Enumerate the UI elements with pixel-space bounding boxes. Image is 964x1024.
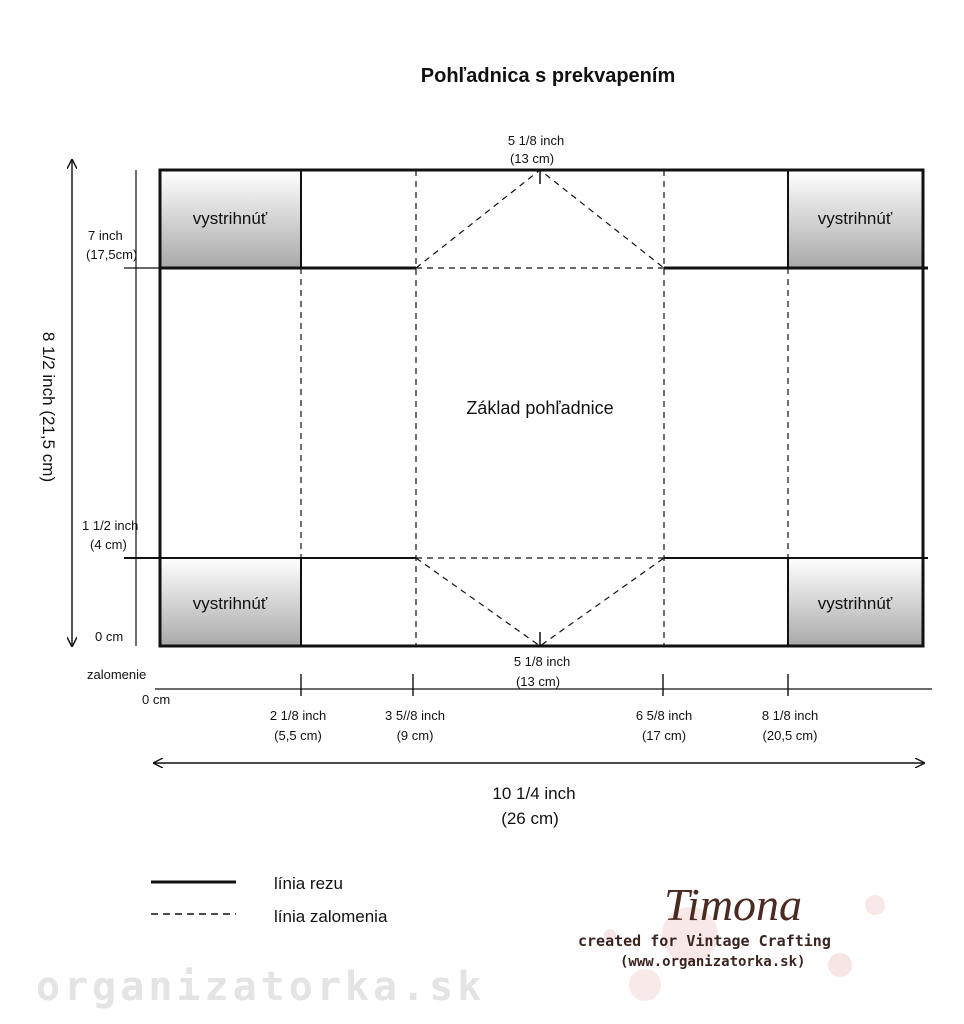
fold-triangle-bottom: [415, 557, 665, 647]
ink-splash: [662, 907, 718, 963]
signature-created: created for Vintage Crafting: [578, 932, 831, 950]
left-dim-top-line2: (17,5cm): [86, 247, 137, 262]
top-dim-line2: (13 cm): [510, 151, 554, 166]
left-dim-top-line1: 7 inch: [88, 228, 123, 243]
ink-splash: [604, 929, 616, 941]
ink-splash: [865, 895, 885, 915]
fold-triangle-top: [415, 169, 665, 269]
left-dim-mid-line2: (4 cm): [90, 537, 127, 552]
tick-label-cm: (20,5 cm): [763, 728, 818, 743]
outer-cut-line: [158, 168, 925, 648]
cutout-label: vystrihnúť: [193, 209, 268, 228]
signature-name: Timona: [664, 879, 802, 930]
watermark-text: organizatorka.sk: [36, 964, 485, 1010]
legend-fold-label: línia zalomenia: [274, 907, 388, 926]
diagram-title: Pohľadnica s prekvapením: [421, 65, 675, 87]
left-dim-mid-line1: 1 1/2 inch: [82, 518, 138, 533]
tick-label-inch: 8 1/8 inch: [762, 708, 818, 723]
cutout-top-left: [160, 170, 301, 268]
tick-label-cm: (9 cm): [397, 728, 434, 743]
cutout-bottom-right: [788, 558, 923, 646]
tick-label-inch: 2 1/8 inch: [270, 708, 326, 723]
top-dim-line1: 5 1/8 inch: [508, 133, 564, 148]
cutout-top-right: [788, 170, 923, 268]
fold-axis-label: zalomenie: [87, 667, 146, 682]
tick-label-inch: 3 5//8 inch: [385, 708, 445, 723]
base-label: Základ pohľadnice: [466, 398, 613, 418]
bottom-ruler-ticks: 2 1/8 inch (5,5 cm) 3 5//8 inch (9 cm) 6 5/8…: [270, 674, 818, 743]
legend-cut-label: línia rezu: [274, 874, 343, 893]
ink-splash: [828, 953, 852, 977]
left-dim-zero: 0 cm: [95, 629, 123, 644]
cutout-label: vystrihnúť: [193, 594, 268, 613]
vertical-total-label: 8 1/2 inch (21,5 cm): [39, 332, 58, 482]
axis-zero-label: 0 cm: [142, 692, 170, 707]
cutout-bottom-left: [160, 558, 301, 646]
signature-stamp: Timona created for Vintage Crafting (www…: [578, 879, 885, 1001]
cutout-label: vystrihnúť: [818, 209, 893, 228]
cutout-label: vystrihnúť: [818, 594, 893, 613]
horizontal-total-line1: 10 1/4 inch: [492, 784, 575, 803]
bottom-dim-line1: 5 1/8 inch: [514, 654, 570, 669]
ink-splash: [629, 969, 661, 1001]
watermark: organizatorka.sk: [36, 964, 485, 1010]
tick-label-cm: (5,5 cm): [274, 728, 322, 743]
tick-label-cm: (17 cm): [642, 728, 686, 743]
bottom-dim-line2: (13 cm): [516, 674, 560, 689]
horizontal-total-line2: (26 cm): [501, 809, 559, 828]
cut-lines: [124, 168, 928, 648]
tick-label-inch: 6 5/8 inch: [636, 708, 692, 723]
legend: línia rezu línia zalomenia: [151, 874, 388, 926]
signature-url: (www.organizatorka.sk): [620, 954, 805, 970]
